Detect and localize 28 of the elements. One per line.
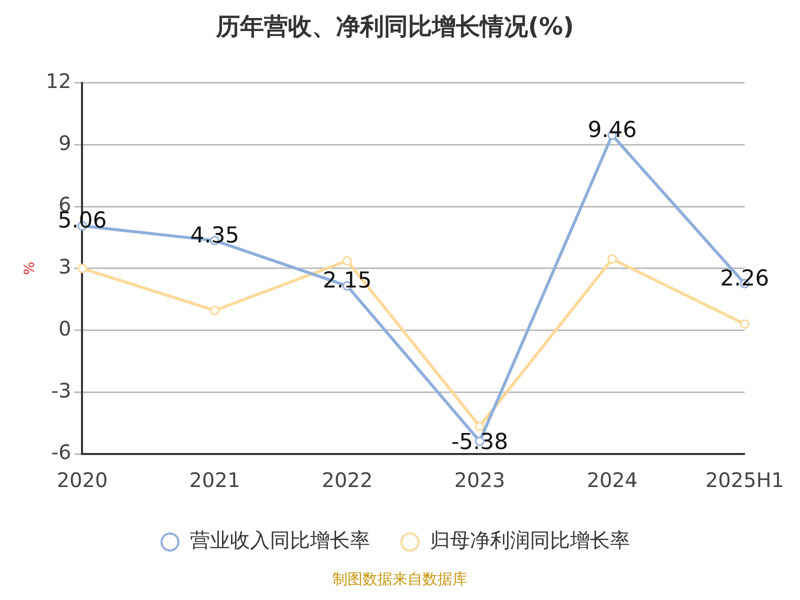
y-tick-label: 3 — [58, 254, 72, 279]
legend-label: 归母净利润同比增长率 — [430, 528, 630, 552]
point — [607, 254, 617, 264]
data-label: 2.15 — [322, 268, 372, 294]
text: 制图数据来自数据库 — [332, 570, 468, 588]
x-tick-label: 2022 — [322, 468, 373, 492]
point — [740, 319, 750, 329]
point — [474, 422, 484, 432]
data-label: -5.38 — [451, 430, 508, 455]
legend-label: 营业收入同比增长率 — [190, 528, 370, 552]
x-tick-label: 2025H1 — [705, 468, 784, 492]
point — [78, 264, 87, 274]
x-tick-label: 2021 — [189, 468, 240, 492]
x-tick-label: 2024 — [586, 468, 638, 492]
y-axis-title: % — [22, 262, 38, 276]
data-label: 2.26 — [720, 266, 770, 292]
data-label: 4.35 — [190, 223, 240, 248]
y-tick-label: 9 — [58, 130, 72, 155]
y-tick-label: -3 — [51, 378, 72, 402]
x-tick-label: 2023 — [454, 468, 506, 492]
point — [342, 256, 352, 266]
chart-title: 历年营收、净利同比增长情况(%) — [215, 12, 574, 41]
x-tick-label: 2020 — [56, 468, 108, 492]
y-tick-label: 0 — [58, 316, 72, 340]
data-label: 9.46 — [588, 118, 637, 143]
y-tick-label: 12 — [46, 69, 72, 94]
point — [210, 306, 220, 316]
y-tick-label: -6 — [51, 440, 72, 464]
